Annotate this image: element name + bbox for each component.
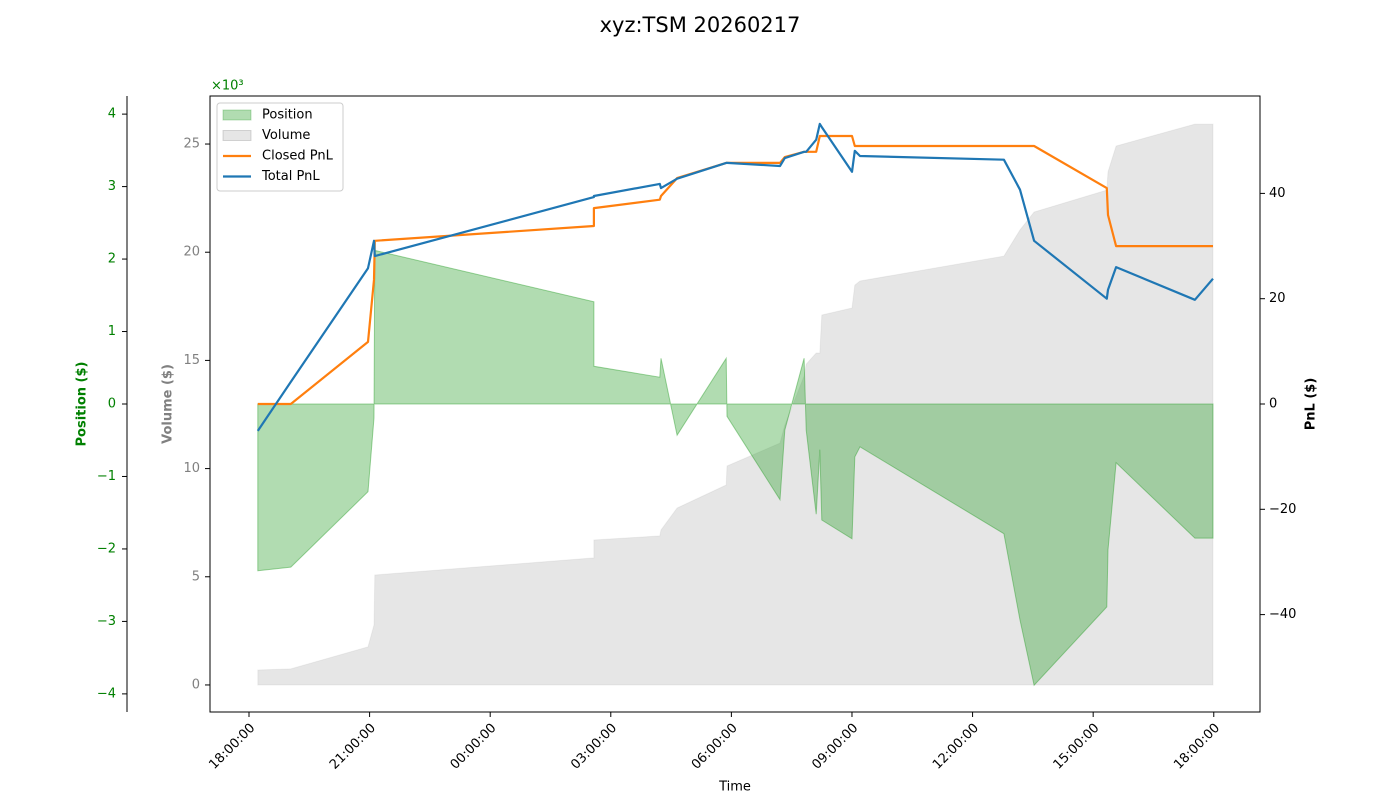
line (256, 122, 1214, 432)
y2-tick-label: 20 (1269, 291, 1286, 306)
y-tick-label: 10 (183, 461, 200, 476)
y3-tick-label: 4 (108, 107, 116, 122)
x-tick-label: 18:00:00 (206, 721, 258, 773)
x-tick-label: 06:00:00 (689, 721, 741, 773)
x-tick-label: 03:00:00 (568, 721, 620, 773)
legend-label: Closed PnL (262, 149, 334, 164)
legend: Position Volume Closed PnL Total PnL (216, 102, 344, 192)
y2-tick-label: 40 (1269, 186, 1286, 201)
y2-tick-label: −40 (1269, 607, 1296, 622)
y2-tick-label: 0 (1269, 397, 1277, 412)
x-tick-label: 15:00:00 (1051, 721, 1103, 773)
legend-swatch (222, 130, 252, 141)
chart-title: xyz:TSM 20260217 (600, 13, 801, 37)
x-tick-label: 18:00:00 (1171, 721, 1223, 773)
y3-tick-label: −3 (97, 614, 116, 629)
y3-tick-label: 0 (108, 397, 116, 412)
x-tick-label: 00:00:00 (448, 721, 500, 773)
y3-tick-label: 1 (108, 324, 116, 339)
y2-tick-label: −20 (1269, 502, 1296, 517)
y-tick-label: 0 (192, 677, 200, 692)
y3-tick-label: −4 (97, 686, 116, 701)
y-tick-label: 25 (183, 137, 200, 152)
axis-offset-label: ×10³ (211, 79, 244, 94)
x-tick-label: 12:00:00 (930, 721, 982, 773)
pnl-axis-label: PnL ($) (1304, 378, 1319, 431)
area (257, 249, 1214, 687)
x-tick-label: 09:00:00 (809, 721, 861, 773)
x-tick-label: 21:00:00 (327, 721, 379, 773)
y3-tick-label: 2 (108, 252, 116, 267)
y-tick-label: 5 (192, 569, 200, 584)
y3-tick-label: 3 (108, 179, 116, 194)
legend-frame (216, 102, 344, 192)
legend-swatch (222, 109, 252, 121)
y-tick-label: 20 (183, 245, 200, 260)
legend-label: Volume (262, 128, 310, 143)
y-tick-label: 15 (183, 353, 200, 368)
x-axis-label: Time (718, 780, 751, 795)
legend-label: Total PnL (261, 169, 320, 184)
area (257, 123, 1214, 686)
y3-tick-label: −2 (97, 541, 116, 556)
y3-tick-label: −1 (97, 469, 116, 484)
legend-label: Position (262, 108, 313, 123)
position-axis-label: Position ($) (75, 362, 90, 447)
volume-axis-label: Volume ($) (161, 364, 176, 444)
